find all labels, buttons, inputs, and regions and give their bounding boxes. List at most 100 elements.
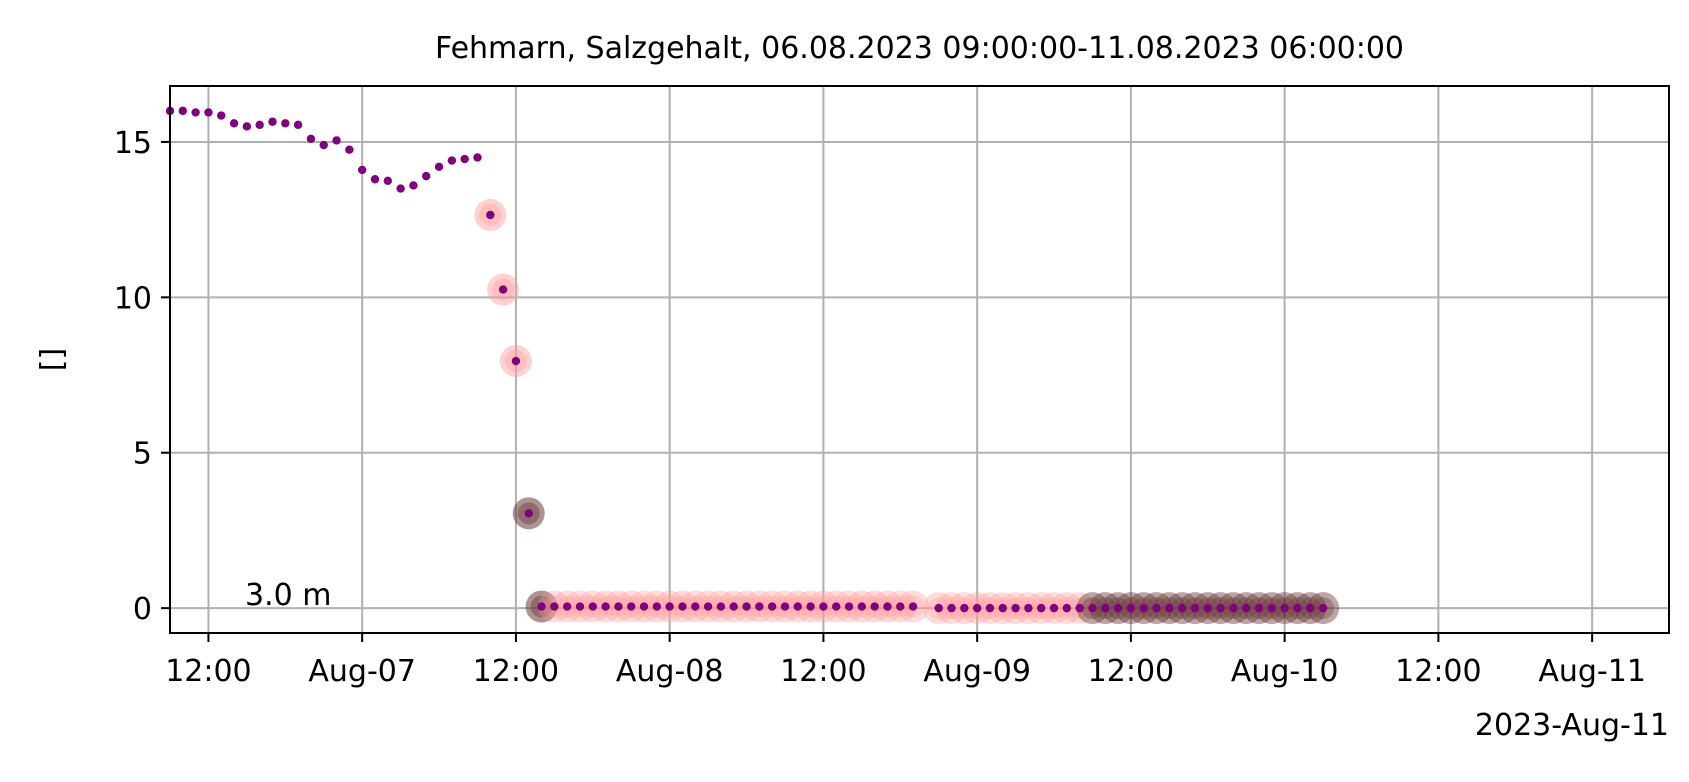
data-point [396,184,405,193]
data-point [550,602,559,611]
y-tick-label: 15 [114,126,152,161]
data-point [947,603,956,613]
data-point [1229,603,1238,613]
data-point [806,602,815,611]
data-point [537,602,546,611]
data-point [293,120,303,130]
data-point [370,175,380,184]
data-point [422,171,431,181]
data-point [601,602,610,611]
data-point [1280,603,1289,613]
plot-frame [169,85,1670,634]
x-axis-offset-label: 2023-Aug-11 [1475,708,1669,743]
data-point [742,602,751,611]
data-point [255,120,264,130]
data-point [678,602,687,611]
data-point [883,602,892,611]
data-point [217,111,226,120]
data-point [1318,603,1328,613]
data-point [268,117,277,126]
data-point [562,602,572,611]
data-point [281,119,290,128]
data-point [524,509,533,518]
data-point [178,106,188,116]
data-point [729,602,738,611]
data-point [870,602,879,611]
data-point [819,602,828,611]
data-point [639,602,649,611]
data-point [191,108,200,117]
data-point [486,210,495,220]
data-point [409,181,418,190]
data-point [857,602,867,611]
x-tick-label: Aug-10 [1231,654,1339,689]
data-point [1088,603,1097,613]
data-point [1190,603,1200,613]
data-point [1113,603,1123,613]
data-point [511,356,521,366]
data-point [1306,603,1315,613]
data-point [319,140,328,150]
data-point [1242,603,1251,613]
axis-ticks: 12:00 Aug-07 12:00 Aug-08 12:00 Aug-09 12:00 Au… [114,126,1646,689]
data-point [1177,603,1187,613]
data-point [460,154,469,164]
data-point [473,153,482,162]
data-point [498,285,508,294]
y-tick-label: 5 [133,437,152,472]
x-tick-label: Aug-11 [1538,654,1646,689]
data-point [896,602,905,611]
x-tick-label: Aug-07 [308,654,416,689]
x-tick-label: 12:00 [780,654,866,689]
data-point [383,176,393,185]
data-point [1037,603,1046,613]
data-point [1049,603,1059,613]
data-point [332,136,341,145]
data-point [588,602,597,611]
data-point [229,119,239,128]
data-point [575,602,585,611]
x-tick-label: 12:00 [1395,654,1481,689]
data-point [832,602,841,611]
y-axis-label: [] [35,348,70,371]
data-point [1024,603,1033,613]
data-point [1165,603,1174,613]
data-point [691,602,700,611]
data-point [1203,603,1212,613]
data-point [306,134,316,144]
data-point [1011,603,1020,613]
data-point [972,603,982,613]
data-point [1062,603,1072,613]
data-point [960,603,969,613]
chart-title: Fehmarn, Salzgehalt, 06.08.2023 09:00:00… [435,31,1404,66]
x-tick-label: 12:00 [473,654,559,689]
data-point [767,602,777,611]
data-point [447,156,457,165]
data-point [627,602,636,611]
data-point [242,122,252,131]
data-points [165,106,1328,613]
x-tick-label: 12:00 [1088,654,1174,689]
depth-annotation: 3.0 m [245,578,331,613]
data-point [755,602,764,611]
data-point [1254,603,1264,613]
data-point [434,162,444,172]
data-point [652,602,662,611]
data-point [614,602,623,611]
data-point [1139,603,1148,613]
y-tick-label: 0 [133,592,152,627]
data-point [844,602,854,611]
grid-lines [170,86,1669,633]
y-tick-label: 10 [114,281,152,316]
data-point [1216,603,1225,613]
data-point [793,602,802,611]
data-point [1152,603,1161,613]
data-point [204,108,213,117]
data-point [1126,603,1136,613]
data-point [780,602,790,611]
data-point [357,165,367,175]
data-point [1101,603,1110,613]
data-point [665,602,674,611]
